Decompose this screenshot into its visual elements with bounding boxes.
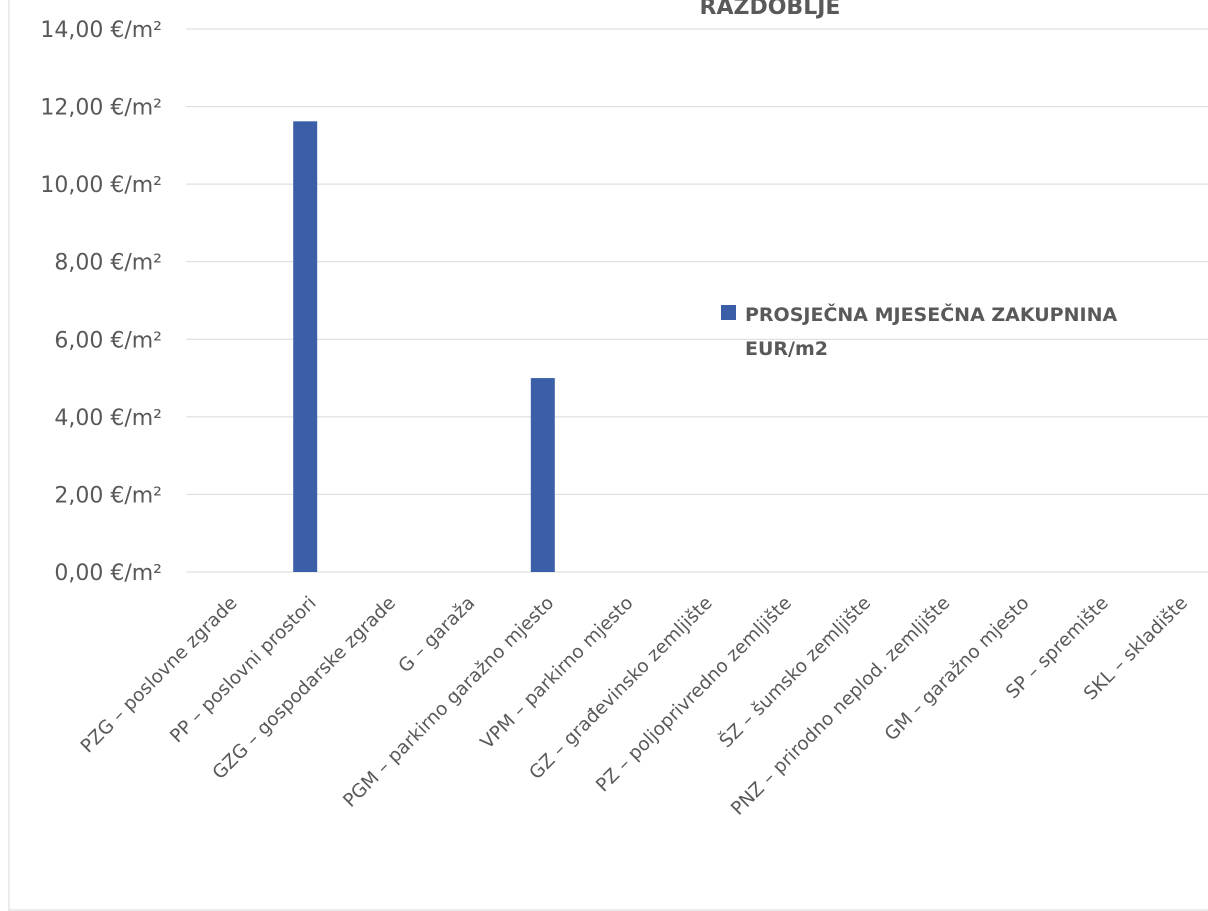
gridlines [186,28,1208,573]
legend-label: PROSJEČNA MJESEČNA ZAKUPNINA [745,302,1117,326]
y-tick-label: 0,00 €/m² [54,561,162,586]
y-tick-label: 12,00 €/m² [40,96,162,121]
y-tick-label: 10,00 €/m² [40,173,162,198]
x-tick-label: GM – garažno mjesto [881,593,1034,746]
legend: PROSJEČNA MJESEČNA ZAKUPNINA EUR/m2 [721,302,1117,360]
y-tick-label: 2,00 €/m² [54,483,162,508]
legend-label: EUR/m2 [745,338,828,360]
legend-swatch [721,305,736,320]
x-tick-label: PP – poslovni prostori [166,593,320,747]
x-tick-label: VPM – parkirno mjesto [477,593,638,754]
y-tick-label: 8,00 €/m² [54,251,162,276]
x-tick-label: PZG – poslovne zgrade [77,593,242,758]
x-tick-label: ŠZ – šumsko zemljište [715,592,875,752]
bar [293,121,318,572]
y-tick-label: 14,00 €/m² [40,18,162,43]
bars [293,121,555,572]
chart-title: RAZDOBLJE [700,0,841,20]
y-axis-tick-labels: 0,00 €/m² 2,00 €/m² 4,00 €/m² 6,00 €/m² 8,00… [40,18,162,586]
x-tick-label: G – garaža [395,593,479,677]
y-tick-label: 6,00 €/m² [54,328,162,353]
bar [530,378,555,572]
y-tick-label: 4,00 €/m² [54,406,162,431]
